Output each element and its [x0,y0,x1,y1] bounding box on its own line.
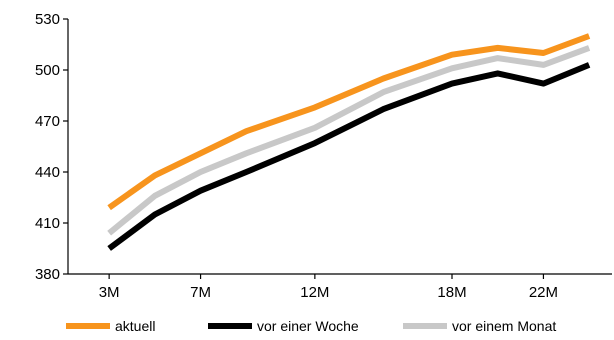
x-tick-label: 3M [99,284,120,301]
legend-item: aktuell [66,318,155,334]
x-tick-label: 18M [437,284,466,301]
legend: aktuell vor einer Woche vor einem Monat [66,318,556,334]
y-tick-label: 470 [35,113,60,130]
legend-label: aktuell [115,318,155,334]
y-tick-label: 380 [35,266,60,283]
x-tick-label: 12M [300,284,329,301]
y-tick-label: 440 [35,164,60,181]
legend-item: vor einer Woche [208,318,359,334]
y-tick-label: 500 [35,62,60,79]
legend-item: vor einem Monat [403,318,556,334]
x-tick-label: 7M [190,284,211,301]
series-layer [107,33,591,251]
series-line-aktuell [107,33,591,211]
series-line-vor-einem-monat [107,45,591,236]
legend-label: vor einer Woche [257,318,359,334]
legend-label: vor einem Monat [452,318,556,334]
y-tick-label: 410 [35,215,60,232]
x-tick-label: 22M [529,284,558,301]
y-tick-label: 530 [35,11,60,28]
series-line-vor-einer-woche [107,62,591,251]
axes: 380 410 440 470 500 530 3M 7M 12M 18M 22M [35,11,612,301]
